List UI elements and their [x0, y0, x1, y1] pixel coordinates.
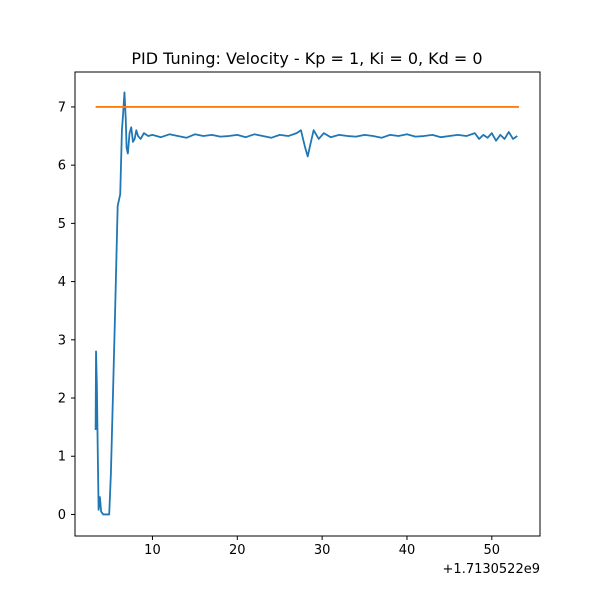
x-tick-label: 40 [399, 543, 416, 558]
series-layer [94, 91, 519, 516]
series-line-1 [94, 91, 518, 516]
y-tick-label: 4 [58, 275, 66, 290]
x-axis-offset-label: +1.7130522e9 [443, 562, 540, 577]
y-tick-label: 2 [58, 392, 66, 407]
y-tick-label: 3 [58, 333, 66, 348]
y-tick-label: 5 [58, 217, 66, 232]
x-axis-ticks: 10 20 30 40 50 [144, 536, 500, 558]
y-tick-label: 7 [58, 100, 66, 115]
chart-title: PID Tuning: Velocity - Kp = 1, Ki = 0, K… [131, 49, 482, 68]
y-tick-label: 1 [58, 450, 66, 465]
x-tick-label: 50 [484, 543, 501, 558]
y-tick-label: 0 [58, 508, 66, 523]
plot-frame [74, 71, 541, 537]
x-tick-label: 10 [144, 543, 161, 558]
y-tick-label: 6 [58, 159, 66, 174]
x-tick-label: 30 [314, 543, 331, 558]
y-axis-ticks: 0 1 2 3 4 5 6 7 [58, 100, 75, 523]
x-tick-label: 20 [229, 543, 246, 558]
